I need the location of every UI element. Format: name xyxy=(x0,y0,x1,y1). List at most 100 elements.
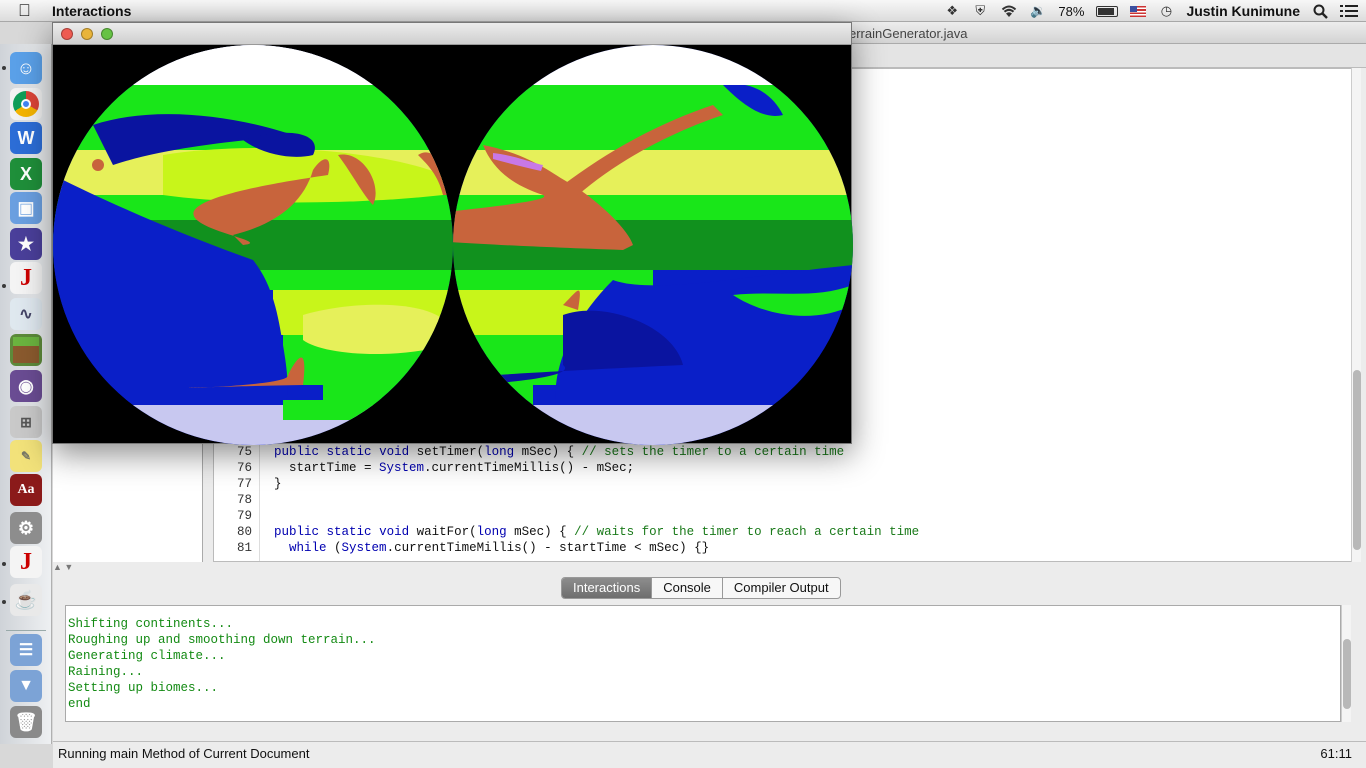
planet-map-window xyxy=(52,22,853,445)
biome-band xyxy=(453,385,533,405)
dropbox-icon[interactable]: ❖ xyxy=(946,3,959,18)
system-preferences-icon[interactable]: ⚙ xyxy=(10,512,42,544)
splitter-arrows[interactable]: ▲ ▼ xyxy=(53,562,74,572)
deep-ocean-region xyxy=(243,132,315,157)
line-number: 76 xyxy=(236,461,252,475)
minecraft-icon[interactable] xyxy=(10,334,42,366)
code-line[interactable]: 76 startTime = System.currentTimeMillis(… xyxy=(214,461,1352,477)
main-window-title: errainGenerator.java xyxy=(849,26,968,41)
menu-bar:  Interactions ❖ ⛨ 🔉 78% ◷ Justin Kunimu… xyxy=(0,0,1366,22)
dock-separator xyxy=(6,630,46,631)
line-number: 80 xyxy=(236,525,252,539)
zoom-button[interactable] xyxy=(101,28,113,40)
planet-window-title-bar[interactable] xyxy=(53,23,851,45)
downloads-folder-icon[interactable]: ▼ xyxy=(10,670,42,702)
code-line[interactable]: 80 public static void waitFor(long mSec) … xyxy=(214,525,1352,541)
deep-ocean-region xyxy=(93,114,293,165)
battery-icon[interactable] xyxy=(1096,3,1119,19)
cursor-position: 61:11 xyxy=(1320,746,1352,761)
biome-band xyxy=(223,270,453,290)
console-line: Roughing up and smoothing down terrain..… xyxy=(68,633,376,647)
ice-region xyxy=(453,45,853,85)
desert-region xyxy=(303,304,448,355)
ice-region xyxy=(53,45,453,85)
minimize-button[interactable] xyxy=(81,28,93,40)
keynote-icon[interactable]: ▣ xyxy=(10,192,42,224)
biome-band xyxy=(453,270,653,290)
status-bar: Running main Method of Current Document … xyxy=(53,741,1366,764)
imovie-icon[interactable]: ★ xyxy=(10,228,42,260)
line-number: 78 xyxy=(236,493,252,507)
interactions-pane[interactable]: Shifting continents... Roughing up and s… xyxy=(65,605,1341,722)
highland-region xyxy=(493,153,543,171)
running-indicator xyxy=(2,66,6,70)
drjava-icon[interactable]: J xyxy=(10,546,42,578)
applications-folder-icon[interactable]: ☰ xyxy=(10,634,42,666)
spotlight-search-icon[interactable] xyxy=(1312,3,1328,19)
dock: ☺ W X ▣ ★ J ∿ ◉ ⊞ ✎ Aa ⚙ J ☕ ☰ ▼ 🗑 xyxy=(0,44,52,744)
calculator-icon[interactable]: ⊞ xyxy=(10,406,42,438)
wifi-icon[interactable] xyxy=(1000,3,1018,19)
grapher-icon[interactable]: ∿ xyxy=(10,298,42,330)
running-indicator xyxy=(2,284,6,288)
code-line[interactable]: 81 while (System.currentTimeMillis() - s… xyxy=(214,541,1352,557)
stickies-icon[interactable]: ✎ xyxy=(10,440,42,472)
notification-center-icon[interactable] xyxy=(1340,3,1358,19)
line-number: 75 xyxy=(236,445,252,459)
mountain-peak xyxy=(563,290,580,310)
console-line: Raining... xyxy=(68,665,144,679)
status-message: Running main Method of Current Document xyxy=(58,746,310,761)
app-menu[interactable]: Interactions xyxy=(52,2,132,19)
finder-icon[interactable]: ☺ xyxy=(10,52,42,84)
code-line[interactable]: 77} xyxy=(214,477,1352,493)
tab-interactions[interactable]: Interactions xyxy=(562,578,653,598)
battery-percent[interactable]: 78% xyxy=(1058,3,1085,19)
running-indicator xyxy=(2,562,6,566)
code-line[interactable]: 75 public static void setTimer(long mSec)… xyxy=(214,445,1352,461)
bottom-tab-bar: Interactions Console Compiler Output xyxy=(561,577,841,599)
code-text: } xyxy=(274,477,282,491)
word-icon[interactable]: W xyxy=(10,122,42,154)
drjava-icon[interactable]: J xyxy=(10,262,42,294)
west-hemisphere xyxy=(53,45,453,445)
line-number: 81 xyxy=(236,541,252,555)
mountain-peak xyxy=(92,159,104,171)
biome-band xyxy=(53,85,453,105)
input-source-flag-icon[interactable] xyxy=(1130,3,1147,19)
code-text: startTime = System.currentTimeMillis() -… xyxy=(274,461,635,475)
editor-scrollbar[interactable] xyxy=(1351,68,1361,562)
trash-icon[interactable]: 🗑 xyxy=(10,706,42,738)
github-icon[interactable]: ◉ xyxy=(10,370,42,402)
console-cutoff-line xyxy=(66,606,1340,616)
code-text: public static void setTimer(long mSec) {… xyxy=(274,445,845,459)
shield-icon[interactable]: ⛨ xyxy=(975,3,986,18)
editor-scroll-thumb[interactable] xyxy=(1353,370,1361,550)
menu-extras: ❖ ⛨ 🔉 78% ◷ Justin Kunimune xyxy=(944,0,1358,22)
deep-ocean-region xyxy=(453,310,683,388)
mountain-range xyxy=(338,154,376,205)
biome-band xyxy=(283,400,453,420)
ocean-region xyxy=(723,84,783,116)
close-button[interactable] xyxy=(61,28,73,40)
console-line: Shifting continents... xyxy=(68,617,234,631)
tab-compiler-output[interactable]: Compiler Output xyxy=(733,580,829,595)
java-icon[interactable]: ☕ xyxy=(10,584,42,616)
time-machine-icon[interactable]: ◷ xyxy=(1160,3,1173,18)
console-scroll-thumb[interactable] xyxy=(1343,639,1351,709)
tab-console[interactable]: Console xyxy=(652,578,723,598)
console-line: Setting up biomes... xyxy=(68,681,219,695)
code-line[interactable]: 79 xyxy=(214,509,1352,525)
excel-icon[interactable]: X xyxy=(10,158,42,190)
polar-sea xyxy=(53,405,453,445)
code-line[interactable]: 78 xyxy=(214,493,1352,509)
planet-map-canvas xyxy=(53,45,853,445)
ice-region xyxy=(453,405,513,425)
console-line: end xyxy=(68,697,91,711)
user-menu[interactable]: Justin Kunimune xyxy=(1186,3,1300,19)
chrome-icon[interactable] xyxy=(10,88,42,120)
volume-icon[interactable]: 🔉 xyxy=(1030,3,1047,18)
dictionary-icon[interactable]: Aa xyxy=(10,474,42,506)
console-scrollbar[interactable] xyxy=(1341,605,1351,722)
mountain-range xyxy=(563,105,723,195)
apple-menu-icon[interactable]:  xyxy=(18,1,40,21)
